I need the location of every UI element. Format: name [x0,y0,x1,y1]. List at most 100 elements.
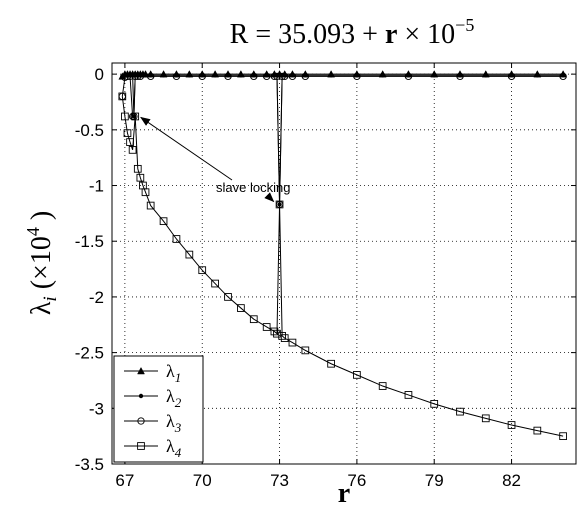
data-point [559,432,567,441]
y-tick-label: -3.5 [75,455,104,474]
legend-marker [137,442,145,450]
data-point [131,112,140,121]
legend-marker [137,366,145,375]
y-tick-label: -2 [89,288,104,307]
data-point [198,72,206,81]
data-point [136,173,145,182]
data-point [146,201,155,210]
data-point [278,72,286,81]
data-point [211,279,219,288]
legend-label: λ3 [166,411,182,435]
legend-item: λ1 [124,361,181,385]
x-tick-label: 82 [502,471,521,490]
data-point [126,138,134,146]
data-point [118,92,127,101]
x-axis-label: r [338,478,350,508]
data-point [262,323,271,331]
data-point [249,315,258,324]
legend-item: λ4 [124,436,182,460]
data-point [270,72,279,81]
y-tick-label: -3 [89,399,104,418]
series-2 [120,73,566,207]
data-point [301,72,309,81]
data-point [280,334,289,342]
x-tick-label: 79 [425,471,444,490]
ticks: 67 70 73 76 79 82 0 -0.5 -1 -1.5 -2 -2.5 -3 -3.5 [75,63,576,490]
x-tick-label: 67 [115,471,134,490]
data-point [507,421,516,429]
legend-box [113,355,204,463]
y-tick-label: -1 [89,177,104,196]
data-point [133,164,142,173]
data-point [288,72,297,81]
data-point [123,72,132,81]
data-point [353,371,361,379]
y-tick-label: -2.5 [75,344,104,363]
data-point [404,72,413,81]
data-point [456,72,464,81]
x-tick-label: 70 [193,471,212,490]
chart-title: R = 35.093 + r × 10−5 [230,15,475,50]
data-point [123,129,132,138]
annotation: slave locking [140,116,290,203]
legend-marker [138,393,144,399]
data-point [301,346,310,355]
legend-label: λ2 [166,386,182,410]
plot-frame [111,62,577,465]
series-layer [118,70,568,441]
data-point [147,72,155,81]
data-point [237,304,245,312]
data-point [126,72,134,81]
data-point [159,217,168,226]
legend-label: λ1 [166,361,181,385]
series-4 [118,92,567,441]
data-point [278,332,286,340]
y-axis-label: λi (×104 ) [23,211,61,315]
legend-item: λ2 [124,386,182,410]
data-point [134,72,142,81]
data-point [507,72,516,81]
data-point [353,72,361,81]
data-point [131,72,139,81]
data-point [128,146,137,154]
series-line [122,74,564,205]
data-point [185,250,194,259]
data-point [172,235,181,243]
data-point [288,338,297,347]
data-point [430,400,439,408]
data-point [270,327,279,336]
data-point [198,266,207,275]
data-point [224,293,232,301]
data-point [273,72,281,81]
data-point [263,72,271,81]
y-tick-label: -0.5 [75,121,104,140]
annotation-text: slave locking [216,180,290,195]
legend-marker [137,417,145,425]
data-point [275,200,284,209]
data-point [121,112,129,121]
data-point [172,72,181,81]
data-point [224,72,232,81]
data-point [533,426,542,435]
legend-label: λ4 [166,436,182,460]
data-point [378,382,387,390]
data-point [281,72,289,81]
annotation-arrow [264,192,275,203]
data-point [404,391,413,399]
x-tick-label: 76 [347,471,366,490]
data-point [141,188,150,197]
data-point [559,72,567,81]
series-3 [118,72,567,209]
annotation-arrow [140,116,233,181]
y-tick-label: -1.5 [75,232,104,251]
x-tick-label: 73 [270,471,289,490]
data-point [250,72,258,81]
legend-item: λ3 [124,411,182,435]
series-line [121,96,564,437]
data-point [327,359,335,368]
data-point [136,72,145,81]
data-point [456,407,464,416]
data-point [481,414,490,423]
